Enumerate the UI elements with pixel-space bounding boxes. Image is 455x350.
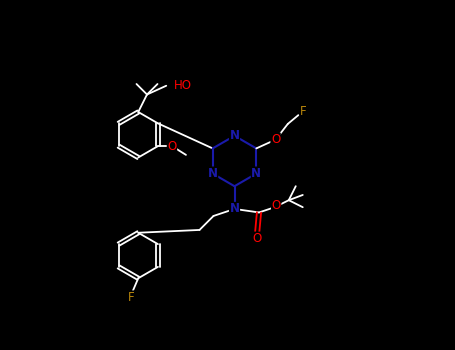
Text: N: N [251,167,261,180]
Text: O: O [253,232,262,245]
Text: F: F [300,105,307,118]
Text: N: N [229,202,239,216]
Text: F: F [128,291,135,304]
Text: HO: HO [174,79,192,92]
Text: O: O [272,199,281,212]
Text: O: O [271,133,280,146]
Text: N: N [207,167,217,180]
Text: O: O [167,140,177,153]
Text: N: N [229,129,239,142]
